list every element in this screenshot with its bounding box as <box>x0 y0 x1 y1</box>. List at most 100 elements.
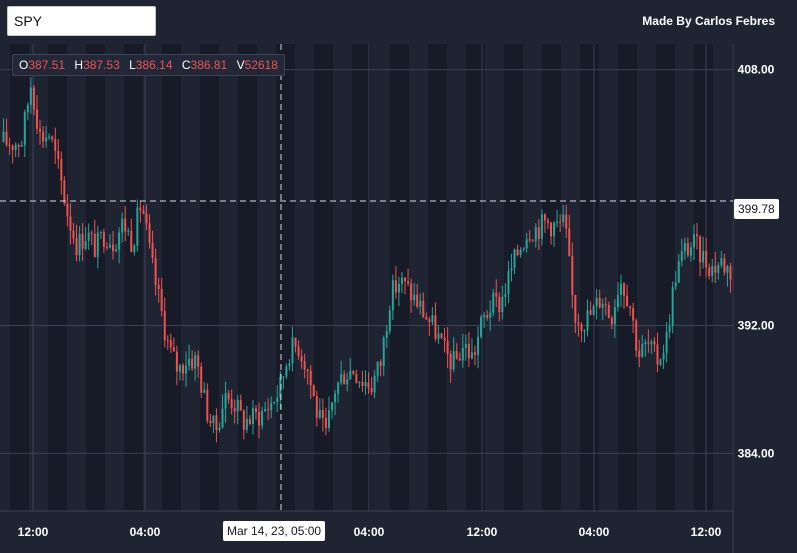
candle-body <box>540 214 543 239</box>
price-tick-label: 392.00 <box>738 318 775 332</box>
candle-body <box>519 249 522 256</box>
candle-body <box>306 369 309 371</box>
candle-body <box>45 137 48 142</box>
candle-body <box>626 295 629 307</box>
open-label: O <box>19 58 29 72</box>
candle-body <box>236 399 239 412</box>
candle-body <box>543 214 546 221</box>
candle-body <box>665 331 668 354</box>
candle-body <box>54 139 57 151</box>
candle-body <box>57 150 60 159</box>
candle-body <box>647 342 650 344</box>
candle-body <box>513 249 516 269</box>
candle-body <box>197 355 200 367</box>
candle-body <box>346 379 349 385</box>
candle-body <box>318 409 321 418</box>
close-value: 386.81 <box>190 58 228 72</box>
candle-body <box>407 281 410 284</box>
low-label: L <box>129 58 136 72</box>
candle-body <box>525 239 528 249</box>
candle-body <box>151 242 154 259</box>
candle-body <box>90 232 93 234</box>
candle-body <box>391 280 394 311</box>
candle-body <box>35 109 38 129</box>
candle-body <box>416 294 419 307</box>
session-band <box>86 44 105 511</box>
candle-body <box>17 144 20 147</box>
symbol-search-input[interactable] <box>7 6 156 36</box>
candle-body <box>367 382 370 388</box>
candle-body <box>169 340 172 348</box>
candle-body <box>258 412 261 426</box>
candle-body <box>300 356 303 362</box>
session-band <box>580 44 599 511</box>
candle-body <box>659 359 662 365</box>
candle-body <box>705 250 708 268</box>
candle-body <box>583 330 586 332</box>
session-band <box>428 44 447 511</box>
candle-body <box>696 234 699 237</box>
candle-body <box>477 336 480 355</box>
session-band <box>276 44 295 511</box>
candle-body <box>181 365 184 374</box>
candle-body <box>121 218 124 233</box>
candle-body <box>63 180 66 204</box>
session-band <box>618 44 637 511</box>
candle-body <box>720 258 723 266</box>
candle-body <box>245 419 248 430</box>
candle-body <box>537 227 540 239</box>
candle-body <box>154 258 157 285</box>
candle-body <box>692 234 695 248</box>
candle-body <box>726 266 729 273</box>
session-band <box>466 44 485 511</box>
price-axis: 408.00 392.00 384.00 <box>738 63 775 461</box>
price-tick-label: 384.00 <box>738 446 775 460</box>
candle-body <box>632 308 635 321</box>
candle-body <box>699 236 702 263</box>
candle-body <box>586 310 589 331</box>
candle-body <box>656 344 659 365</box>
candle-body <box>358 381 361 383</box>
candle-body <box>23 112 26 146</box>
candle-body <box>464 343 467 348</box>
candle-body <box>248 419 251 425</box>
candle-body <box>638 350 641 357</box>
candle-body <box>492 292 495 313</box>
candle-body <box>559 221 562 223</box>
candle-body <box>662 353 665 360</box>
candle-body <box>598 297 601 308</box>
candle-body <box>334 393 337 403</box>
candle-body <box>321 409 324 418</box>
candle-body <box>461 347 464 361</box>
candle-body <box>382 337 385 366</box>
candle-body <box>148 223 151 243</box>
candle-body <box>370 387 373 393</box>
candle-body <box>160 288 163 311</box>
candle-body <box>291 337 294 364</box>
candle-body <box>397 283 400 293</box>
session-band <box>48 44 67 511</box>
candle-body <box>267 409 270 411</box>
candle-body <box>413 294 416 301</box>
candle-body <box>203 389 206 393</box>
price-tick-label: 408.00 <box>738 63 775 77</box>
candle-body <box>39 128 42 132</box>
candle-body <box>254 408 257 413</box>
candle-body <box>282 376 285 378</box>
candlestick-series[interactable] <box>2 77 732 443</box>
candle-body <box>577 322 580 325</box>
candle-body <box>486 315 489 318</box>
candle-body <box>309 370 312 386</box>
candle-body <box>66 203 69 217</box>
candle-body <box>188 358 191 366</box>
candle-body <box>96 232 99 258</box>
candle-body <box>641 343 644 357</box>
candle-body <box>99 231 102 233</box>
candle-body <box>127 230 130 232</box>
candle-body <box>467 343 470 359</box>
candle-body <box>294 337 297 347</box>
candle-body <box>108 244 111 248</box>
candle-body <box>522 248 525 250</box>
candle-body <box>118 232 121 250</box>
